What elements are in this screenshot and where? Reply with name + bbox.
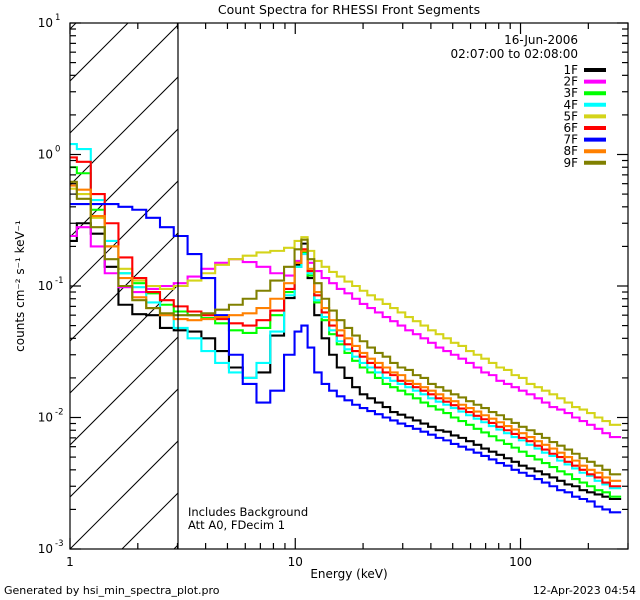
svg-text:-1: -1 <box>55 276 63 286</box>
observation-date-label: 16-Jun-2006 <box>504 33 578 47</box>
legend-entry-7f[interactable]: 7F <box>563 133 606 147</box>
legend-label-1f: 1F <box>563 63 578 77</box>
x-axis-tick-labels: 1 10 100 <box>66 555 532 569</box>
svg-text:-3: -3 <box>55 539 63 549</box>
svg-text:0: 0 <box>55 145 60 155</box>
legend-entry-2f[interactable]: 2F <box>563 75 606 89</box>
svg-text:1: 1 <box>55 13 60 23</box>
generated-timestamp: 12-Apr-2023 04:54 <box>533 584 636 597</box>
x-tick-label-1: 1 <box>66 555 74 569</box>
legend-label-3f: 3F <box>563 86 578 100</box>
y-tick-label--1: 10 -1 <box>38 276 64 293</box>
svg-text:10: 10 <box>38 16 53 30</box>
legend-label-7f: 7F <box>563 133 578 147</box>
chart-title: Count Spectra for RHESSI Front Segments <box>218 2 480 17</box>
legend-entry-9f[interactable]: 9F <box>563 156 606 170</box>
generator-footer-text: Generated by hsi_min_spectra_plot.pro <box>4 584 220 597</box>
legend-label-5f: 5F <box>563 109 578 123</box>
legend-entry-6f[interactable]: 6F <box>563 121 606 135</box>
svg-text:-2: -2 <box>55 408 63 418</box>
x-axis-label: Energy (keV) <box>310 567 387 581</box>
legend-label-9f: 9F <box>563 156 578 170</box>
svg-text:10: 10 <box>38 411 53 425</box>
svg-text:10: 10 <box>38 279 53 293</box>
observation-time-label: 02:07:00 to 02:08:00 <box>451 47 578 61</box>
spectra-curves-group <box>70 143 622 514</box>
y-tick-label-1: 10 1 <box>38 13 61 30</box>
legend-entry-5f[interactable]: 5F <box>563 109 606 123</box>
legend-label-2f: 2F <box>563 75 578 89</box>
spectrum-curve-8f <box>70 184 622 482</box>
legend-label-6f: 6F <box>563 121 578 135</box>
spectrum-curve-3f <box>70 166 622 498</box>
annotation-includes-background: Includes Background <box>188 505 308 519</box>
y-tick-label--2: 10 -2 <box>38 408 64 425</box>
legend-label-4f: 4F <box>563 98 578 112</box>
legend-entry-4f[interactable]: 4F <box>563 98 606 112</box>
svg-text:10: 10 <box>38 542 53 556</box>
spectrum-curve-9f <box>70 180 622 476</box>
excluded-energy-hatch-region <box>70 23 178 549</box>
annotation-attenuator-state: Att A0, FDecim 1 <box>188 518 285 532</box>
legend-entry-8f[interactable]: 8F <box>563 144 606 158</box>
axis-ticks-group <box>69 22 629 550</box>
legend-entry-1f[interactable]: 1F <box>563 63 606 77</box>
legend-label-8f: 8F <box>563 144 578 158</box>
y-tick-label--3: 10 -3 <box>38 539 64 556</box>
x-tick-label-10: 10 <box>288 555 303 569</box>
svg-text:10: 10 <box>38 148 53 162</box>
spectrum-curve-7f <box>70 202 622 514</box>
x-tick-label-100: 100 <box>509 555 532 569</box>
y-tick-label-0: 10 0 <box>38 145 61 162</box>
y-axis-label: counts cm⁻² s⁻¹ keV⁻¹ <box>13 220 27 352</box>
legend-entry-3f[interactable]: 3F <box>563 86 606 100</box>
spectrum-curve-1f <box>70 222 622 501</box>
